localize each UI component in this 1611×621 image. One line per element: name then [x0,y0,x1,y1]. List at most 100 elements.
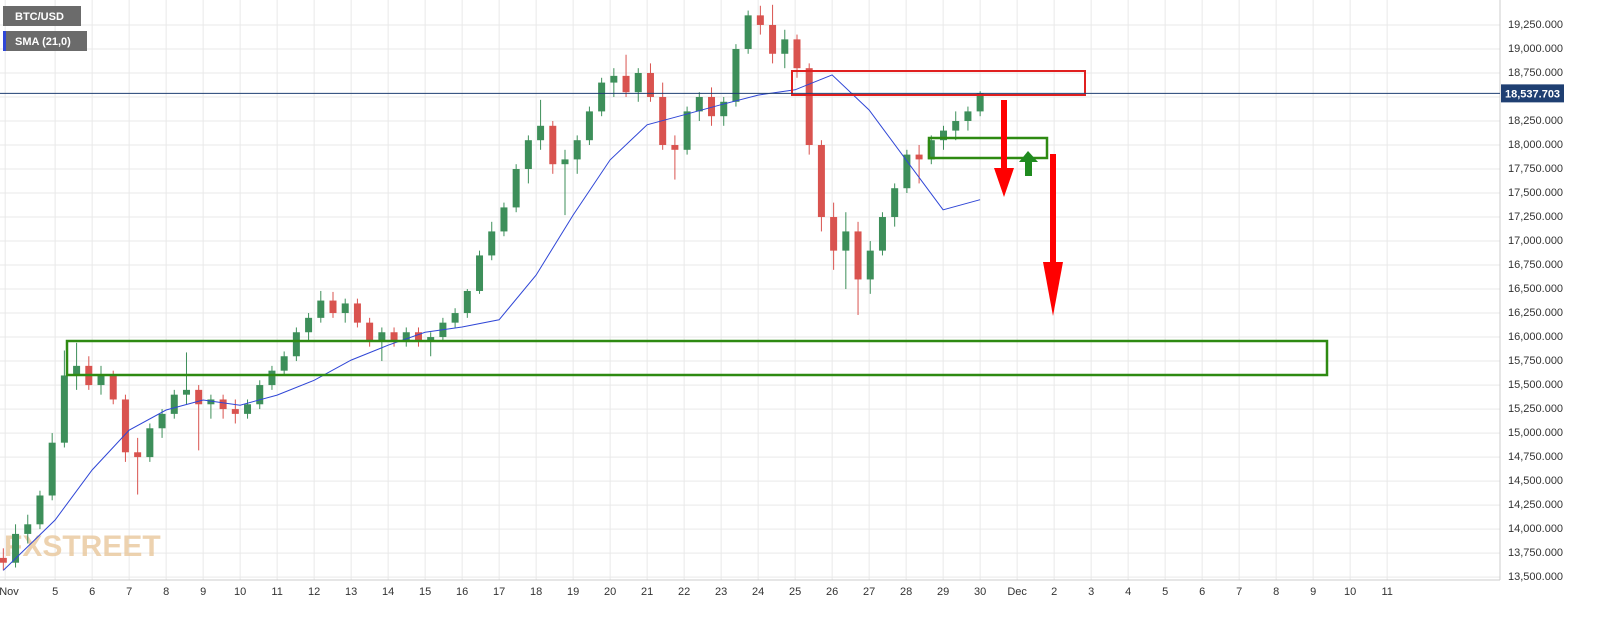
support-box [927,136,1049,160]
arrow-down [994,100,1014,197]
candle-body [891,188,899,218]
candle-body [353,303,361,323]
candle-body [671,145,679,150]
candle-body [195,389,203,405]
candle-body [134,452,142,458]
y-tick-label: 19,250.000 [1508,19,1563,31]
candle-body [488,231,496,256]
candle-body [610,75,618,83]
y-tick-label: 17,000.000 [1508,235,1563,247]
candle-body [817,145,825,218]
y-tick-label: 15,500.000 [1508,379,1563,391]
x-tick-label: 17 [493,586,505,598]
x-tick-label: 10 [1344,586,1356,598]
candle-body [207,399,215,405]
candle-body [683,111,691,150]
candle-body [476,255,484,291]
y-tick-label: 16,000.000 [1508,331,1563,343]
x-tick-label: 5 [1162,586,1168,598]
x-tick-label: 29 [937,586,949,598]
candle-body [573,140,581,160]
x-tick-label: 4 [1125,586,1131,598]
candle-body [927,140,935,160]
candle-body [769,24,777,54]
candle-body [97,375,105,386]
y-tick-label: 14,000.000 [1508,523,1563,535]
candle-body [341,303,349,314]
y-tick-label: 16,750.000 [1508,259,1563,271]
candle-body [842,231,850,251]
x-tick-label: 26 [826,586,838,598]
candle-body [952,120,960,131]
y-tick-label: 17,250.000 [1508,211,1563,223]
candle-body [720,101,728,117]
y-tick-label: 16,500.000 [1508,283,1563,295]
x-tick-label: Dec [1007,586,1027,598]
x-tick-label: 8 [1273,586,1279,598]
candle-body [964,111,972,121]
x-tick-label: 10 [234,586,246,598]
x-tick-label: 8 [163,586,169,598]
candle-body [524,140,532,170]
last-price-badge [1501,84,1564,103]
x-tick-label: 30 [974,586,986,598]
sma-line [2,74,981,571]
candle-body [744,15,752,49]
x-tick-label: 11 [1381,586,1392,598]
x-tick-label: 7 [126,586,132,598]
x-tick-label: 20 [604,586,616,598]
x-tick-label: 12 [308,586,320,598]
candle-body [292,332,300,357]
annotations [65,70,1329,377]
x-tick-label: 7 [1236,586,1242,598]
candle-body [170,394,178,414]
arrow-down [1043,154,1063,316]
x-tick-label: 21 [641,586,653,598]
candle-body [878,217,886,251]
y-tick-label: 15,250.000 [1508,403,1563,415]
y-tick-label: 14,750.000 [1508,451,1563,463]
candle-body [634,72,642,93]
candle-body [121,399,129,453]
candle-body [12,533,20,563]
legend-box [3,31,87,51]
candle-body [244,404,252,414]
candle-body [549,125,557,165]
x-tick-label: 14 [382,586,394,598]
candle-body [268,370,276,386]
candle-body [781,39,789,54]
candle-body [390,332,398,342]
x-tick-label: 2 [1051,586,1057,598]
legend-label: BTC/USD [15,11,64,23]
x-tick-label: Nov [0,586,19,598]
candle-body [512,169,520,208]
x-tick-label: 3 [1088,586,1094,598]
legend-swatch [3,31,6,51]
plot [0,4,984,571]
candle-body [866,250,874,280]
y-tick-label: 15,750.000 [1508,355,1563,367]
watermark: FXSTREET [4,530,161,563]
candle-body [219,399,227,410]
y-tick-label: 18,000.000 [1508,139,1563,151]
x-tick-label: 18 [530,586,542,598]
candle-body [256,385,264,405]
support-zone [65,339,1329,377]
candle-body [805,68,813,145]
candle-body [793,39,801,69]
legend: BTC/USD SMA (21,0) [3,6,87,51]
candle-body [231,409,239,414]
candle-body [317,300,325,318]
candle-body [414,332,422,342]
candle-body [830,217,838,251]
candle-body [329,300,337,314]
candle-body [732,48,740,102]
y-tick-label: 17,500.000 [1508,187,1563,199]
x-tick-label: 13 [345,586,357,598]
candle-body [158,413,166,429]
y-tick-label: 15,000.000 [1508,427,1563,439]
x-tick-label: 6 [89,586,95,598]
candle-body [60,375,68,443]
